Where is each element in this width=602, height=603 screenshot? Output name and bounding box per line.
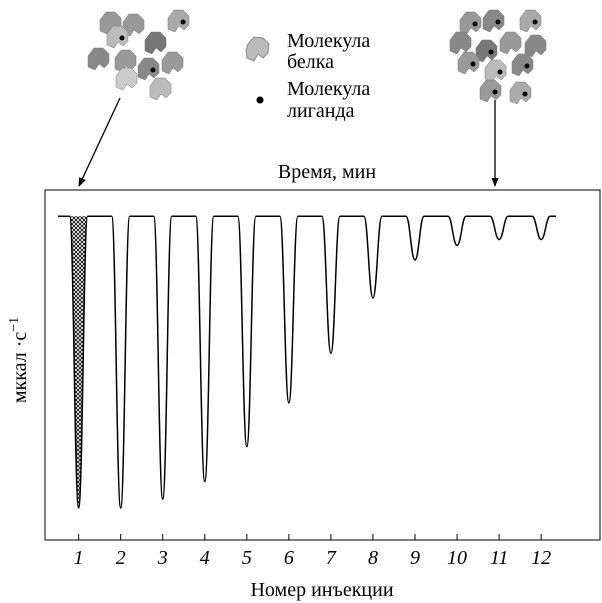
protein-cell bbox=[519, 9, 542, 33]
x-tick-label: 5 bbox=[242, 547, 252, 569]
protein-cell bbox=[524, 34, 547, 58]
legend-ligand-icon bbox=[256, 96, 264, 104]
protein-cell bbox=[115, 67, 138, 91]
x-tick-label: 9 bbox=[410, 547, 420, 569]
legend-text: лиганда bbox=[287, 100, 355, 122]
protein-cell bbox=[161, 51, 184, 75]
ligand-dot bbox=[488, 49, 494, 55]
legend-text: белка bbox=[287, 51, 334, 73]
peak bbox=[68, 215, 89, 509]
peak bbox=[195, 215, 215, 483]
peak bbox=[489, 215, 509, 241]
protein-cell bbox=[509, 81, 532, 105]
protein-cell bbox=[449, 31, 472, 55]
protein-cell bbox=[475, 39, 498, 63]
y-label-main: мккал ·с bbox=[9, 332, 31, 403]
protein-cell bbox=[484, 59, 507, 83]
y-label-exp: −1 bbox=[7, 317, 22, 332]
peak bbox=[363, 215, 383, 299]
ligand-dot bbox=[522, 91, 528, 97]
protein-cell bbox=[479, 79, 502, 103]
ligand-dot bbox=[150, 67, 156, 73]
hatched-area bbox=[69, 216, 88, 508]
ligand-dot bbox=[495, 19, 501, 25]
peak bbox=[321, 215, 341, 355]
ligand-dot bbox=[472, 21, 478, 27]
x-tick-label: 3 bbox=[157, 547, 168, 569]
ligand-dot bbox=[470, 61, 476, 67]
protein-cell bbox=[114, 49, 137, 73]
ligand-dot bbox=[497, 69, 503, 75]
ligand-dot bbox=[119, 35, 125, 41]
protein-cell bbox=[87, 47, 110, 71]
x-tick-label: 11 bbox=[490, 547, 509, 569]
x-tick-label: 1 bbox=[74, 547, 84, 569]
peak bbox=[237, 215, 257, 448]
protein-cell bbox=[137, 57, 160, 81]
ligand-dot bbox=[532, 19, 538, 25]
x-axis-label: Номер инъекции bbox=[250, 579, 393, 601]
peak bbox=[279, 215, 299, 404]
peak bbox=[110, 215, 131, 509]
protein-cell bbox=[149, 77, 172, 101]
legend-text: Молекула bbox=[287, 78, 370, 100]
protein-cell bbox=[511, 53, 534, 77]
protein-cell bbox=[106, 25, 129, 49]
legend-text: Молекула bbox=[287, 30, 370, 52]
ligand-dot bbox=[180, 19, 186, 25]
x-tick-label: 8 bbox=[368, 547, 378, 569]
legend-protein-icon bbox=[245, 36, 270, 62]
x-tick-label: 4 bbox=[200, 547, 210, 569]
protein-cell bbox=[482, 9, 505, 33]
x-tick-label: 7 bbox=[326, 547, 337, 569]
y-axis-label: мккал ·с−1 bbox=[7, 317, 31, 403]
ligand-dot bbox=[492, 89, 498, 95]
peak bbox=[152, 215, 173, 500]
protein-cell bbox=[167, 9, 190, 33]
x-tick-label: 10 bbox=[447, 547, 467, 569]
ligand-dot bbox=[524, 63, 530, 69]
plot-frame bbox=[44, 189, 601, 541]
x-tick-label: 6 bbox=[284, 547, 294, 569]
x-tick-label: 2 bbox=[116, 547, 126, 569]
protein-cell bbox=[459, 11, 482, 35]
peak bbox=[447, 215, 467, 247]
arrow bbox=[78, 97, 121, 187]
protein-cell bbox=[457, 51, 480, 75]
peak bbox=[405, 215, 425, 261]
top-axis-label: Время, мин bbox=[278, 161, 376, 183]
x-tick-label: 12 bbox=[531, 547, 551, 569]
peak bbox=[531, 215, 551, 241]
protein-cell bbox=[144, 31, 167, 55]
protein-cell bbox=[499, 31, 522, 55]
